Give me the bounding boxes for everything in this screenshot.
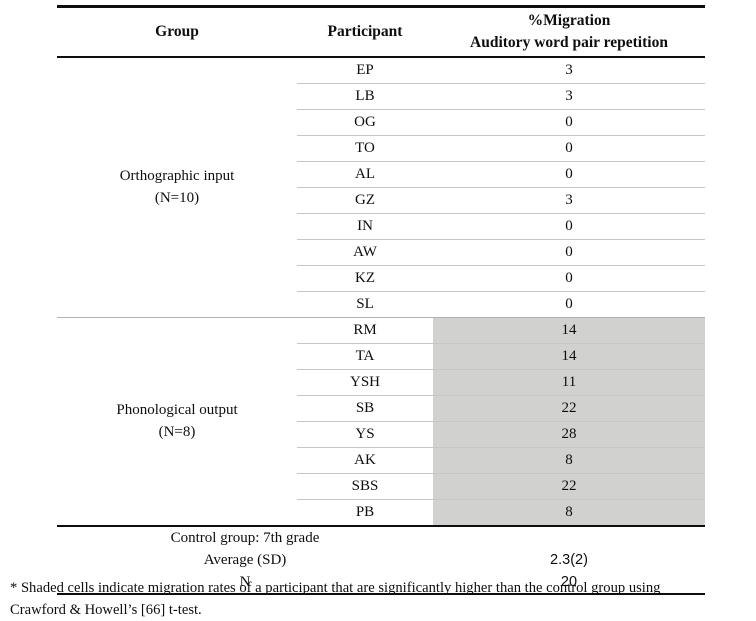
participant-cell: PB [297,499,433,527]
group-label-line2: (N=8) [158,423,196,440]
table-row: YSH 11 [57,369,705,396]
table-row: TO 0 [57,135,705,162]
participant-cell: AL [297,161,433,188]
table-row: AK 8 [57,447,705,474]
table-row: AW 0 [57,239,705,266]
participant-cell: AK [297,447,433,474]
value-cell: 0 [433,265,705,292]
participant-cell: LB [297,83,433,110]
table-row-n: N 20 [57,571,705,595]
table-header: Group Participant %Migration Auditory wo… [57,6,705,58]
participant-cell: AW [297,239,433,266]
table-footnote: * Shaded cells indicate migration rates … [10,577,750,621]
table-row: SB 22 [57,395,705,422]
value-cell-shaded: 22 [433,473,705,500]
value-cell: 3 [433,57,705,84]
value-cell: 0 [433,109,705,136]
table-row-average: Average (SD) 2.3(2) [57,549,705,571]
value-cell-shaded: 28 [433,421,705,448]
group-label-line1: Orthographic input [119,167,235,184]
table-row: AL 0 [57,161,705,188]
footnote-line2: Crawford & Howell’s [66] t-test. [10,602,202,618]
table-row: Orthographic input (N=10) EP 3 [57,57,705,318]
participant-cell: EP [297,57,433,84]
group-label-line1: Phonological output [116,401,238,418]
table-row: SL 0 [57,291,705,318]
participant-cell: SB [297,395,433,422]
participant-cell: SL [297,291,433,318]
participant-cell: YSH [297,369,433,396]
control-group-label: Control group: 7th grade [170,529,320,546]
participant-cell: GZ [297,187,433,214]
table-row-control-group: Control group: 7th grade [57,526,705,549]
header-migration: %Migration Auditory word pair repetition [433,6,705,58]
value-cell-shaded: 8 [433,499,705,527]
footnote-line1: * Shaded cells indicate migration rates … [10,580,661,596]
group-cell-phonological: Phonological output (N=8) [57,317,297,527]
participant-cell: TO [297,135,433,162]
value-cell: 0 [433,213,705,240]
header-group: Group [57,6,297,58]
average-value: 2.3(2) [550,551,588,568]
value-cell: 0 [433,135,705,162]
table-row: YS 28 [57,421,705,448]
participant-cell: OG [297,109,433,136]
participant-cell: KZ [297,265,433,292]
value-cell: 0 [433,239,705,266]
n-value: 20 [433,571,705,595]
results-table-container: Group Participant %Migration Auditory wo… [57,5,705,595]
participant-cell: SBS [297,473,433,500]
value-cell: 0 [433,291,705,318]
table-row: LB 3 [57,83,705,110]
participant-cell: YS [297,421,433,448]
n-label: N [57,571,433,595]
value-cell-shaded: 14 [433,343,705,370]
value-cell: 0 [433,161,705,188]
table-row: PB 8 [57,499,705,527]
value-cell: 3 [433,187,705,214]
migration-results-table: Group Participant %Migration Auditory wo… [57,5,705,595]
value-cell-shaded: 14 [433,317,705,344]
participant-cell: TA [297,343,433,370]
participant-cell: RM [297,317,433,344]
table-row: IN 0 [57,213,705,240]
value-cell-shaded: 11 [433,369,705,396]
header-migration-line1: %Migration [527,12,611,30]
table-row: OG 0 [57,109,705,136]
group-label-line2: (N=10) [154,189,200,206]
table-row: SBS 22 [57,473,705,500]
value-cell-shaded: 22 [433,395,705,422]
table-row: GZ 3 [57,187,705,214]
header-migration-line2: Auditory word pair repetition [470,34,668,51]
table-row: Phonological output (N=8) RM 14 [57,317,705,527]
table-row: KZ 0 [57,265,705,292]
header-participant: Participant [297,6,433,58]
average-label: Average (SD) [203,551,287,568]
participant-cell: IN [297,213,433,240]
control-group-value [433,526,705,549]
value-cell: 3 [433,83,705,110]
table-row: TA 14 [57,343,705,370]
value-cell-shaded: 8 [433,447,705,474]
group-cell-orthographic: Orthographic input (N=10) [57,57,297,318]
